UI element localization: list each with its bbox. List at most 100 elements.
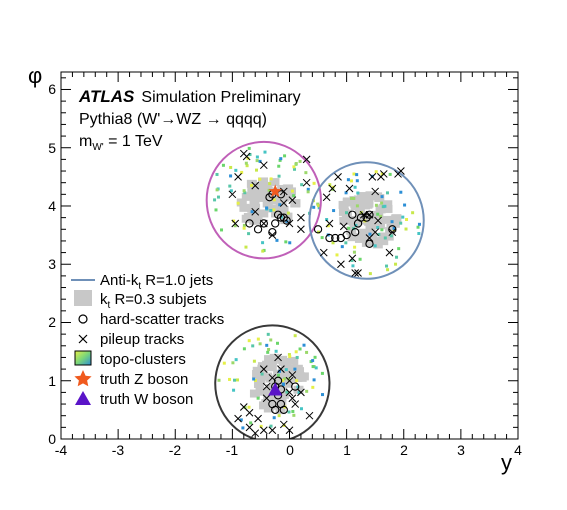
hard-scatter-track xyxy=(273,210,283,219)
subjet-cell xyxy=(374,221,385,230)
subjet-cell xyxy=(381,215,392,224)
topo-cluster xyxy=(247,405,251,409)
pileup-track xyxy=(262,382,271,391)
subjet-cell xyxy=(257,364,268,373)
topo-cluster xyxy=(390,220,394,224)
x-tick-label: -1 xyxy=(226,442,239,458)
subjet-cell xyxy=(250,191,261,200)
pileup-track xyxy=(351,269,360,277)
legend-topo-label: topo-clusters xyxy=(100,351,186,368)
topo-cluster xyxy=(368,232,372,236)
topo-cluster xyxy=(311,365,315,369)
topo-cluster xyxy=(353,245,357,249)
legend-hard-scatter-marker xyxy=(78,314,88,324)
topo-cluster xyxy=(376,226,380,230)
topo-cluster xyxy=(256,396,260,400)
topo-cluster xyxy=(249,421,253,425)
pileup-track xyxy=(285,376,294,385)
x-axis-title: y xyxy=(501,450,512,475)
topo-cluster xyxy=(265,343,269,347)
pileup-track-stroke xyxy=(297,213,305,222)
legend-truth-w-triangle xyxy=(75,391,91,405)
pileup-track xyxy=(388,228,397,237)
topo-cluster xyxy=(265,206,269,210)
topo-cluster xyxy=(275,341,279,345)
topo-cluster xyxy=(416,225,420,229)
pileup-track xyxy=(251,429,260,438)
x-tick-label: 4 xyxy=(514,442,522,458)
subjet-cell xyxy=(263,386,274,395)
pileup-track xyxy=(262,394,271,403)
topo-cluster xyxy=(233,224,237,228)
topo-cluster xyxy=(250,183,254,187)
pileup-track-stroke xyxy=(388,228,397,237)
topo-cluster xyxy=(326,224,330,228)
topo-cluster xyxy=(281,378,285,382)
topo-cluster xyxy=(240,170,244,174)
subjet-cell xyxy=(287,364,298,373)
hard-scatter-track xyxy=(245,219,254,228)
subjet-cell xyxy=(283,184,294,193)
plot-area xyxy=(205,140,425,439)
subjet-cell xyxy=(363,196,374,205)
subjet-cell xyxy=(356,216,367,225)
topo-cluster xyxy=(290,189,294,193)
subjet-cell xyxy=(277,184,288,193)
subjet-cell xyxy=(378,232,389,241)
pileup-track-stroke xyxy=(351,269,360,277)
subjet-cell xyxy=(263,404,274,413)
pileup-track-stroke xyxy=(302,155,311,164)
topo-cluster xyxy=(340,245,344,249)
topo-cluster xyxy=(295,355,299,359)
topo-cluster xyxy=(267,188,271,192)
topo-cluster xyxy=(272,416,276,420)
pileup-track-stroke xyxy=(277,365,285,373)
topo-cluster xyxy=(236,201,240,205)
legend-topo-marker xyxy=(74,350,92,366)
subjet-cell xyxy=(385,227,396,236)
topo-cluster xyxy=(247,339,251,343)
subjet-cell xyxy=(266,357,277,366)
topo-cluster xyxy=(314,366,318,370)
pileup-track-stroke xyxy=(291,400,300,408)
hard-scatter-track xyxy=(268,399,277,409)
subjet-cell xyxy=(259,193,270,202)
pileup-track-stroke xyxy=(319,248,328,257)
hard-scatter-track xyxy=(282,216,291,225)
topo-cluster xyxy=(261,241,265,245)
pileup-track xyxy=(231,219,240,228)
topo-cluster xyxy=(268,182,272,186)
legend-subjet-box xyxy=(74,290,92,306)
subjet-cell xyxy=(346,226,357,235)
topo-cluster xyxy=(352,196,356,200)
pileup-track xyxy=(334,173,342,181)
topo-cluster xyxy=(320,371,324,375)
topo-cluster xyxy=(313,355,317,359)
topo-cluster xyxy=(228,377,232,381)
x-tick-label: 0 xyxy=(286,442,294,458)
y-tick-label: 0 xyxy=(48,431,56,447)
jet-circle xyxy=(214,324,331,439)
pileup-track xyxy=(339,222,348,231)
subjet-cell xyxy=(276,199,287,208)
subjet-cell xyxy=(362,200,373,209)
subjet-cell xyxy=(357,192,368,201)
subjet-cell xyxy=(278,206,289,215)
subjet-cell xyxy=(361,238,372,247)
legend-truth-w-label: truth W boson xyxy=(100,391,193,408)
topo-cluster xyxy=(397,247,401,251)
axis-ticks xyxy=(60,72,519,440)
pileup-track xyxy=(302,155,311,164)
subjet-cell xyxy=(339,216,350,225)
pileup-track xyxy=(259,161,268,170)
topo-cluster xyxy=(349,179,353,183)
topo-cluster xyxy=(263,150,267,154)
topo-cluster xyxy=(320,236,324,240)
topo-cluster xyxy=(221,163,225,167)
topo-cluster xyxy=(272,198,276,202)
hard-scatter-track xyxy=(265,193,274,202)
pileup-track xyxy=(297,225,305,234)
subjet-cell xyxy=(246,179,257,188)
topo-cluster xyxy=(216,195,220,199)
pileup-track-stroke xyxy=(302,178,311,187)
